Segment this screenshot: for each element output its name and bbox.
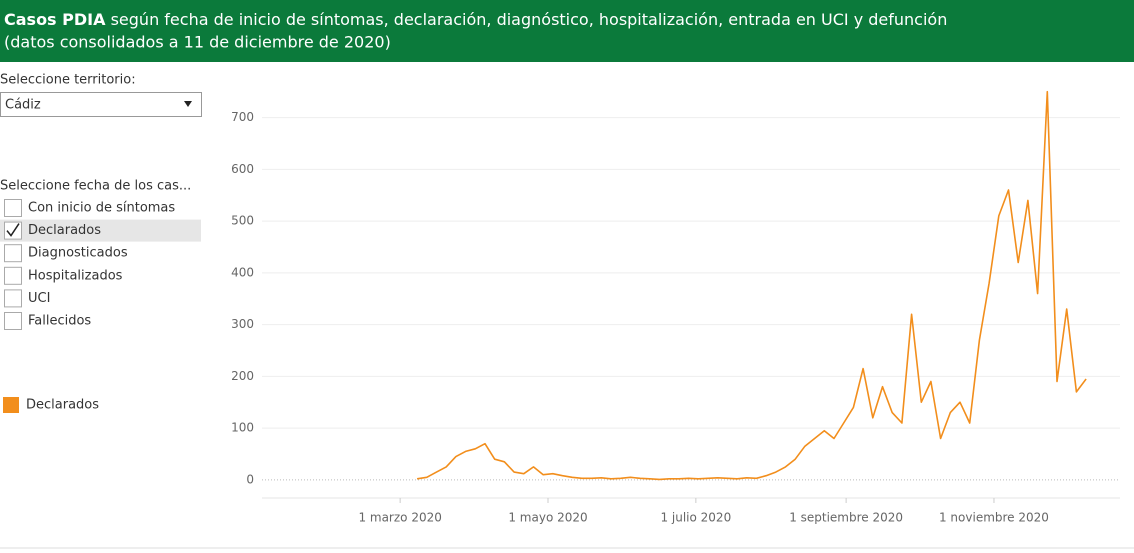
check-mark[interactable] [6, 223, 20, 237]
y-tick-label: 700 [231, 110, 254, 124]
dropdown-box[interactable] [0, 92, 202, 117]
territory-dropdown[interactable]: Cádiz [0, 92, 202, 117]
x-tick-label: 1 mayo 2020 [508, 511, 587, 525]
option-highlight [0, 219, 201, 242]
title-rest: según fecha de inicio de síntomas, decla… [111, 10, 948, 29]
y-tick-label: 300 [231, 317, 254, 331]
header-subtitle: (datos consolidados a 11 de diciembre de… [4, 33, 391, 52]
x-tick-label: 1 marzo 2020 [358, 511, 441, 525]
checkbox[interactable] [4, 199, 22, 217]
x-tick-label: 1 septiembre 2020 [789, 511, 903, 525]
y-tick-label: 0 [246, 472, 254, 486]
y-tick-label: 500 [231, 214, 254, 228]
y-tick-label: 100 [231, 421, 254, 435]
option-label[interactable]: Con inicio de síntomas [28, 201, 175, 216]
y-tick-label: 400 [231, 265, 254, 279]
checkbox[interactable] [4, 289, 22, 308]
title-bold: Casos PDIA [4, 10, 106, 29]
header-title: Casos PDIA según fecha de inicio de sínt… [4, 10, 947, 29]
checkbox[interactable] [4, 312, 22, 330]
checkbox[interactable] [4, 266, 22, 285]
option-label[interactable]: Declarados [28, 223, 101, 238]
y-tick-label: 200 [231, 369, 254, 383]
x-tick-label: 1 julio 2020 [660, 511, 731, 525]
data-line [416, 90, 1087, 481]
dropdown-arrow[interactable] [184, 101, 192, 107]
option-label[interactable]: Diagnosticados [28, 246, 128, 261]
checkbox[interactable] [4, 244, 22, 263]
option-label[interactable]: UCI [28, 291, 50, 306]
option-label[interactable]: Hospitalizados [28, 268, 123, 283]
legend-label: Declarados [26, 398, 99, 413]
x-tick-label: 1 noviembre 2020 [939, 511, 1049, 525]
date-label: Seleccione fecha de los cas... [0, 179, 191, 194]
option-label[interactable]: Fallecidos [28, 314, 91, 329]
header-bar [0, 0, 1134, 62]
legend-swatch [3, 397, 19, 413]
territory-label: Seleccione territorio: [0, 73, 136, 88]
y-tick-label: 600 [231, 162, 254, 176]
dropdown-value[interactable]: Cádiz [5, 98, 41, 113]
